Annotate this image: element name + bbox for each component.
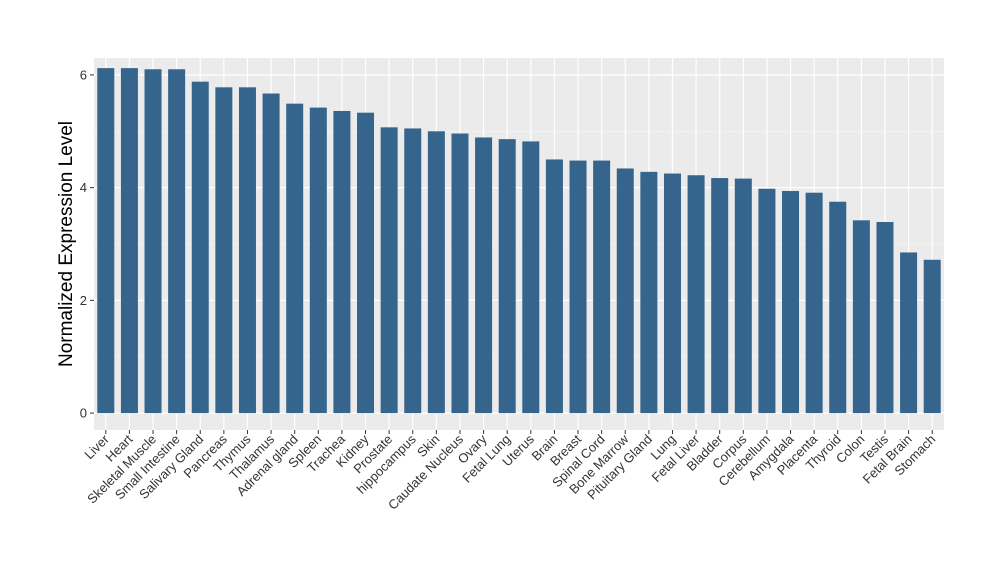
bar-spleen (309, 107, 327, 414)
bar-skin (427, 131, 445, 414)
bar-lung (663, 173, 681, 414)
bar-bladder (711, 178, 729, 414)
bar-fetal-lung (498, 139, 516, 414)
bars (97, 68, 941, 414)
minor-gridlines (94, 130, 944, 358)
bar-heart (120, 68, 138, 414)
bar-placenta (805, 192, 823, 414)
bar-brain (545, 159, 563, 414)
bar-thyroid (829, 201, 847, 414)
y-axis: 0 2 4 6 (80, 67, 94, 421)
y-tick-label: 6 (80, 67, 87, 82)
bar-thalamus (262, 93, 280, 414)
y-tick-label: 4 (80, 180, 87, 195)
bar-hippocampus (404, 128, 422, 414)
bar-fetal-brain (900, 252, 918, 414)
y-tick-label: 0 (80, 406, 87, 421)
bar-small-intestine (168, 69, 186, 414)
bar-amygdala (782, 191, 800, 414)
bar-stomach (923, 259, 941, 414)
bar-bone-marrow (616, 168, 634, 414)
bar-skeletal-muscle (144, 69, 162, 414)
bar-liver (97, 68, 115, 414)
bar-pancreas (215, 87, 233, 414)
bar-prostate (380, 127, 398, 414)
y-axis-title: Normalized Expression Level (56, 121, 77, 367)
bar-kidney (357, 112, 375, 414)
bar-corpus (734, 178, 752, 414)
bar-thymus (238, 87, 256, 414)
bar-colon (852, 220, 870, 414)
bar-ovary (475, 137, 493, 414)
bar-salivary-gland (191, 81, 209, 414)
bar-caudate-nucleus (451, 133, 469, 414)
bar-pituitary-gland (640, 171, 658, 414)
bar-uterus (522, 141, 540, 414)
bar-breast (569, 160, 587, 414)
bar-fetal-liver (687, 175, 705, 414)
bar-adrenal-gland (286, 103, 304, 414)
bar-trachea (333, 110, 351, 414)
y-tick-label: 2 (80, 293, 87, 308)
bar-testis (876, 222, 894, 414)
bar-spinal-cord (593, 160, 611, 414)
bar-cerebellum (758, 188, 776, 414)
